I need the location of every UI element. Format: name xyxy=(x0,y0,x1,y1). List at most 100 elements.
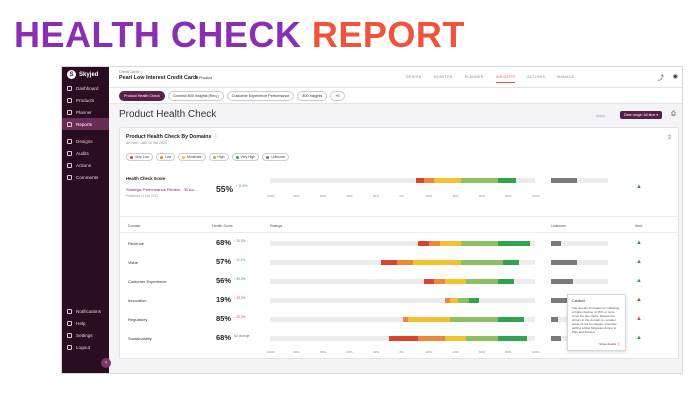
unknown-segment xyxy=(551,317,558,322)
card-title-text: Product Health Check By Domains xyxy=(126,134,212,140)
rating-segment xyxy=(402,317,408,322)
sidebar-item-products[interactable]: Products xyxy=(62,94,109,106)
rating-segment xyxy=(466,336,498,341)
sidebar-item-label: Help xyxy=(76,320,86,326)
subtab-0[interactable]: Product Health Check xyxy=(119,90,165,101)
sidebar-nav-bottom: Notifications Help Settings Logout xyxy=(62,305,109,353)
legend-swatch xyxy=(130,155,133,159)
sidebar-item-audits[interactable]: Audits xyxy=(62,147,109,159)
alert-up-icon[interactable]: ▲ xyxy=(636,240,642,246)
rating-segment xyxy=(497,336,528,341)
alert-down-icon[interactable]: ▲ xyxy=(636,316,642,322)
alert-down-icon[interactable]: ▲ xyxy=(636,297,642,303)
tooltip-title: Caution! xyxy=(572,299,586,303)
tab-actions[interactable]: ACTIONS xyxy=(527,75,546,79)
axis-tick-label: 40% xyxy=(346,194,353,198)
legend-item[interactable]: Low xyxy=(155,153,176,161)
sidebar-item-notifications[interactable]: Notifications xyxy=(62,305,109,317)
sidebar-item-help[interactable]: Help xyxy=(62,317,109,329)
tooltip-link[interactable]: Show details ⓘ xyxy=(599,342,620,346)
sidebar-item-comments[interactable]: Comments xyxy=(62,171,109,183)
domain-label: Sustainability xyxy=(128,336,152,341)
domain-label: Value xyxy=(128,260,138,265)
domain-label: Revenue xyxy=(128,241,145,246)
export-icon[interactable]: ⇪ xyxy=(667,135,673,141)
axis-tick-label: 0% xyxy=(399,350,404,354)
unknown-segment xyxy=(551,178,577,183)
app-window: S Skyjed Dashboard Products Planner Reports… xyxy=(61,66,683,374)
legend-item[interactable]: High xyxy=(208,153,229,161)
sidebar-item-actions[interactable]: Actions xyxy=(62,159,109,171)
breadcrumb[interactable]: Credit Cards > xyxy=(119,70,143,74)
subtab-4[interactable]: +5 xyxy=(330,90,345,101)
tab-monitor[interactable]: MONITOR xyxy=(433,75,453,79)
domain-label: Regulatory xyxy=(128,317,148,322)
logout-icon xyxy=(67,344,72,350)
domain-label: Innovation xyxy=(128,298,147,303)
unknown-segment xyxy=(551,241,562,246)
rating-segment xyxy=(497,279,514,284)
domain-score: 56% xyxy=(216,276,232,285)
domain-label: Customer Experience xyxy=(128,279,167,284)
alert-up-icon[interactable]: ▲ xyxy=(636,278,642,284)
print-icon[interactable]: ⎙ xyxy=(671,111,676,117)
axis-tick-label: 40% xyxy=(346,350,353,354)
sidebar-item-planner[interactable]: Planner xyxy=(62,106,109,118)
rating-segment xyxy=(497,317,525,322)
sidebar-item-reports[interactable]: Reports xyxy=(62,118,109,130)
top-icons: ⤴ ◉ xyxy=(658,73,678,82)
health-check-published: Published 11 Oct 2023 xyxy=(126,194,159,198)
sidebar-item-designs[interactable]: Designs xyxy=(62,135,109,147)
sidebar-item-settings[interactable]: Settings xyxy=(62,329,109,341)
domain-score: 68% xyxy=(216,333,232,342)
rating-segment xyxy=(381,260,398,265)
sidebar-item-dashboard[interactable]: Dashboard xyxy=(62,82,109,94)
legend-item[interactable]: Unknown xyxy=(262,153,290,161)
health-check-delta: ↑ 11.5% xyxy=(236,184,248,188)
date-range-select[interactable]: Date range: All time ▾ xyxy=(620,111,663,119)
legend-label: Moderate xyxy=(187,155,202,159)
apply-link[interactable]: Apply xyxy=(596,114,605,118)
product-title: Pearl Low Interest Credit Card xyxy=(119,75,197,81)
sidebar-item-logout[interactable]: Logout xyxy=(62,341,109,353)
col-head-unknown: Unknown xyxy=(551,224,566,228)
axis-tick-label: 60% xyxy=(320,350,327,354)
dashboard-icon xyxy=(67,85,72,91)
brand[interactable]: S Skyjed xyxy=(62,67,109,82)
product-tag-label: Product xyxy=(199,76,213,80)
domain-delta: ↑ 50.0% xyxy=(234,277,246,281)
tab-planner[interactable]: PLANNER xyxy=(464,75,484,79)
domain-rating-bar xyxy=(270,260,535,265)
share-icon[interactable]: ⤴ xyxy=(657,76,664,82)
tab-insights[interactable]: INSIGHTS xyxy=(495,75,516,83)
axis-tick-label: 100% xyxy=(532,194,540,198)
legend-swatch xyxy=(266,155,270,159)
axis-tick-label: 80% xyxy=(293,194,300,198)
subtab-1[interactable]: Connect 800 Insights (Req.) xyxy=(167,90,224,101)
axis-tick-label: 20% xyxy=(373,194,380,198)
collapse-sidebar-button[interactable]: ‹ xyxy=(101,358,111,368)
subtab-2[interactable]: Customer Experience Performance xyxy=(226,90,295,101)
alert-up-icon[interactable]: ▲ xyxy=(636,335,642,341)
rating-segment xyxy=(458,298,469,303)
axis-tick-label: 100% xyxy=(267,194,275,198)
sidebar-item-label: Actions xyxy=(76,162,92,168)
subtab-3[interactable]: 800 Insights xyxy=(297,90,328,101)
domain-score: 19% xyxy=(216,295,232,304)
legend-item[interactable]: Very Low xyxy=(126,153,153,161)
tab-manage[interactable]: MANAGE xyxy=(557,75,575,79)
legend-item[interactable]: Moderate xyxy=(178,153,206,161)
rating-segment xyxy=(460,260,504,265)
tab-design[interactable]: DESIGN xyxy=(406,75,422,79)
bolt-icon xyxy=(67,162,72,168)
legend-item[interactable]: Very High xyxy=(231,153,260,161)
legend-label: Very High xyxy=(240,155,256,159)
info-icon[interactable]: ⓘ xyxy=(212,134,218,140)
product-dot-icon xyxy=(195,76,198,79)
alert-up-icon[interactable]: ▲ xyxy=(636,259,642,265)
gear-icon xyxy=(67,332,72,338)
comment-icon xyxy=(67,174,72,180)
health-check-link[interactable]: Strategic Performance Review - 30 Au... xyxy=(126,187,198,192)
visibility-icon[interactable]: ◉ xyxy=(672,74,678,80)
rating-segment xyxy=(439,241,461,246)
